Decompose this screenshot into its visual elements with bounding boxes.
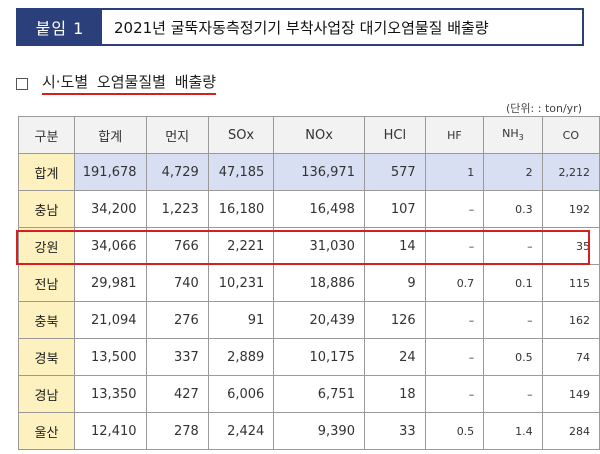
table-row: 충남 34,200 1,223 16,180 16,498 107–0.3 192 <box>18 190 600 228</box>
section-label: 시·도별 오염물질별 배출량 <box>42 73 217 95</box>
value-cell: 33 <box>363 412 426 450</box>
value-cell: 74 <box>541 338 600 376</box>
value-cell: 2,424 <box>207 412 275 450</box>
value-cell: 29,981 <box>73 264 147 302</box>
section-heading: 시·도별 오염물질별 배출량 <box>16 72 217 96</box>
value-cell: 2,221 <box>207 227 275 265</box>
value-cell: 14 <box>363 227 426 265</box>
column-header: HF <box>424 116 485 154</box>
value-cell: 2 <box>483 153 543 191</box>
value-cell: – <box>424 190 485 228</box>
value-cell: 6,006 <box>207 375 275 413</box>
value-cell: 47,185 <box>207 153 275 191</box>
value-cell: 276 <box>145 301 209 339</box>
value-cell: – <box>483 375 543 413</box>
column-header: 먼지 <box>145 116 209 154</box>
value-cell: 149 <box>541 375 600 413</box>
column-header: 구분 <box>18 116 75 154</box>
value-cell: – <box>424 227 485 265</box>
attachment-tag: 붙임 1 <box>18 10 102 44</box>
column-header: SOx <box>207 116 275 154</box>
column-header-nh3: NH3 <box>483 116 543 154</box>
table-row: 경남 13,350 427 6,006 6,751 18– –149 <box>18 375 600 413</box>
value-cell: 0.5 <box>483 338 543 376</box>
value-cell: 13,350 <box>73 375 147 413</box>
value-cell: 10,231 <box>207 264 275 302</box>
value-cell: 2,212 <box>541 153 600 191</box>
table-row: 전남 29,981 740 10,231 18,886 9 0.7 0.1 115 <box>18 264 600 302</box>
value-cell: 10,175 <box>273 338 365 376</box>
value-cell: 0.7 <box>424 264 485 302</box>
value-cell: – <box>424 301 485 339</box>
value-cell: 9,390 <box>273 412 365 450</box>
value-cell: 34,200 <box>73 190 147 228</box>
value-cell: 18,886 <box>273 264 365 302</box>
header-row: 구분 합계 먼지 SOx NOx HCl HF NH3 CO <box>18 116 600 154</box>
value-cell: – <box>424 375 485 413</box>
value-cell: – <box>483 227 543 265</box>
table-row: 충북 21,094 276 91 20,439 126– –162 <box>18 301 600 339</box>
checkbox-icon <box>16 78 28 90</box>
table-row: 경북 13,500 337 2,889 10,175 24–0.5 74 <box>18 338 600 376</box>
value-cell: 192 <box>541 190 600 228</box>
region-cell: 경북 <box>18 338 75 376</box>
value-cell: 21,094 <box>73 301 147 339</box>
value-cell: 24 <box>363 338 426 376</box>
value-cell: 0.1 <box>483 264 543 302</box>
region-cell: 전남 <box>18 264 75 302</box>
value-cell: 136,971 <box>273 153 365 191</box>
value-cell: 1 <box>424 153 485 191</box>
emissions-table: 구분 합계 먼지 SOx NOx HCl HF NH3 CO 합계 191,678… <box>18 116 600 450</box>
unit-note: (단위: : ton/yr) <box>506 102 582 115</box>
table-row: 강원 34,066 766 2,221 31,030 14– –35 <box>18 227 600 265</box>
value-cell: 31,030 <box>273 227 365 265</box>
value-cell: 740 <box>145 264 209 302</box>
region-cell: 경남 <box>18 375 75 413</box>
value-cell: 337 <box>145 338 209 376</box>
value-cell: 427 <box>145 375 209 413</box>
column-header: 합계 <box>73 116 147 154</box>
value-cell: 115 <box>541 264 600 302</box>
column-header: HCl <box>363 116 426 154</box>
value-cell: 278 <box>145 412 209 450</box>
value-cell: 162 <box>541 301 600 339</box>
column-header: NOx <box>273 116 365 154</box>
value-cell: 577 <box>363 153 426 191</box>
region-cell: 충남 <box>18 190 75 228</box>
table-row: 합계 191,678 4,729 47,185 136,971 577 1 2 2,212 <box>18 153 600 191</box>
region-cell: 충북 <box>18 301 75 339</box>
value-cell: 1.4 <box>483 412 543 450</box>
document-title: 2021년 굴뚝자동측정기기 부착사업장 대기오염물질 배출량 <box>114 18 489 37</box>
value-cell: 16,180 <box>207 190 275 228</box>
value-cell: 20,439 <box>273 301 365 339</box>
region-cell: 강원 <box>18 227 75 265</box>
value-cell: 6,751 <box>273 375 365 413</box>
value-cell: 107 <box>363 190 426 228</box>
value-cell: 284 <box>541 412 600 450</box>
value-cell: 9 <box>363 264 426 302</box>
value-cell: – <box>424 338 485 376</box>
value-cell: 191,678 <box>73 153 147 191</box>
value-cell: 2,889 <box>207 338 275 376</box>
value-cell: – <box>483 301 543 339</box>
column-header: CO <box>541 116 600 154</box>
value-cell: 0.5 <box>424 412 485 450</box>
value-cell: 766 <box>145 227 209 265</box>
title-bar: 붙임 1 2021년 굴뚝자동측정기기 부착사업장 대기오염물질 배출량 <box>16 8 584 46</box>
value-cell: 91 <box>207 301 275 339</box>
value-cell: 1,223 <box>145 190 209 228</box>
value-cell: 34,066 <box>73 227 147 265</box>
value-cell: 35 <box>541 227 600 265</box>
table-row: 울산 12,410 278 2,424 9,390 33 0.5 1.4 284 <box>18 412 600 450</box>
value-cell: 0.3 <box>483 190 543 228</box>
value-cell: 18 <box>363 375 426 413</box>
region-cell: 합계 <box>18 153 75 191</box>
value-cell: 4,729 <box>145 153 209 191</box>
value-cell: 13,500 <box>73 338 147 376</box>
value-cell: 16,498 <box>273 190 365 228</box>
value-cell: 126 <box>363 301 426 339</box>
value-cell: 12,410 <box>73 412 147 450</box>
region-cell: 울산 <box>18 412 75 450</box>
